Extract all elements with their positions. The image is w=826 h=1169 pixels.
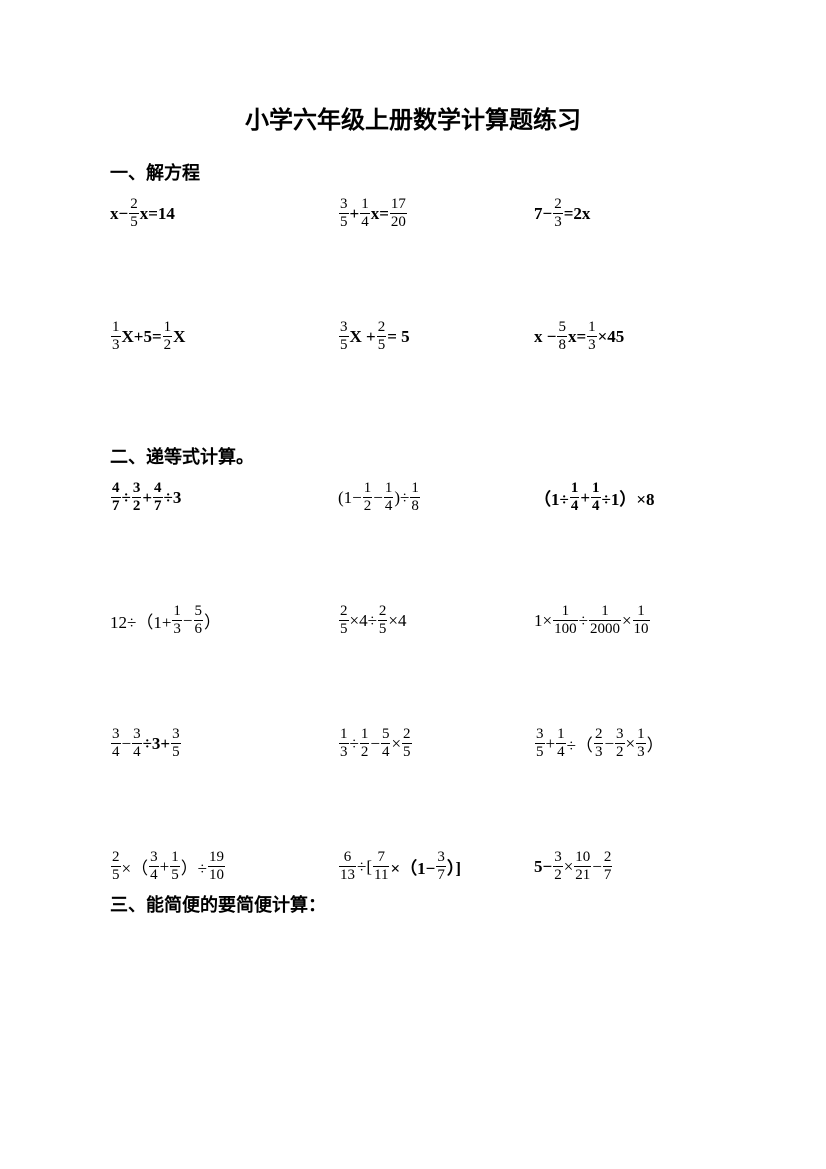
expression-cell: 13÷12−54×25 — [312, 727, 514, 760]
expression-cell: 7−23=2x — [514, 197, 716, 230]
expression-cell: （1÷14 + 14 ÷1）×8 — [514, 481, 716, 514]
expression-cell: 35+14x=1720 — [312, 197, 514, 230]
expression-cell: 35X +25= 5 — [312, 320, 514, 353]
expression-cell: 25×（34+15）÷1910 — [110, 850, 312, 883]
expression-row: x−25x=1435+14x=17207−23=2x — [110, 197, 716, 230]
expression-cell: 13X+5=12X — [110, 320, 312, 353]
expression-cell: 25×4÷25×4 — [312, 604, 514, 637]
expression-row: 34−34÷3+3513÷12−54×2535+14÷（23−32×13） — [110, 727, 716, 760]
expression-cell: 34−34÷3+35 — [110, 727, 312, 760]
expression-cell: 1×1100÷12000×110 — [514, 604, 716, 637]
expression-cell: (1−12−14)÷18 — [312, 481, 514, 514]
expression-row: 25×（34+15）÷1910613÷[711×（1−37）]5−32×1021… — [110, 850, 716, 883]
expression-cell: 35+14÷（23−32×13） — [514, 727, 716, 760]
section-3-heading: 三、能简便的要简便计算： — [110, 891, 716, 917]
page-title: 小学六年级上册数学计算题练习 — [110, 100, 716, 135]
section-1-heading: 一、解方程 — [110, 159, 716, 185]
section-1-rows: x−25x=1435+14x=17207−23=2x 13X+5=12X35X +… — [110, 197, 716, 353]
section-2-rows: 47 ÷32 +47 ÷3(1−12−14)÷18（1÷14 + 14 ÷1）×… — [110, 481, 716, 883]
expression-row: 12÷（1+13−56）25×4÷25×41×1100÷12000×110 — [110, 604, 716, 637]
expression-cell: 5−32×1021−27 — [514, 850, 716, 883]
expression-cell: 47 ÷32 +47 ÷3 — [110, 481, 312, 514]
expression-cell: 613÷[711×（1−37）] — [312, 850, 514, 883]
section-2-heading: 二、递等式计算。 — [110, 443, 716, 469]
expression-cell: x−25x=14 — [110, 197, 312, 230]
expression-row: 47 ÷32 +47 ÷3(1−12−14)÷18（1÷14 + 14 ÷1）×… — [110, 481, 716, 514]
expression-row: 13X+5=12X35X +25= 5x −58x=13×45 — [110, 320, 716, 353]
expression-cell: 12÷（1+13−56） — [110, 604, 312, 637]
expression-cell: x −58x=13×45 — [514, 320, 716, 353]
